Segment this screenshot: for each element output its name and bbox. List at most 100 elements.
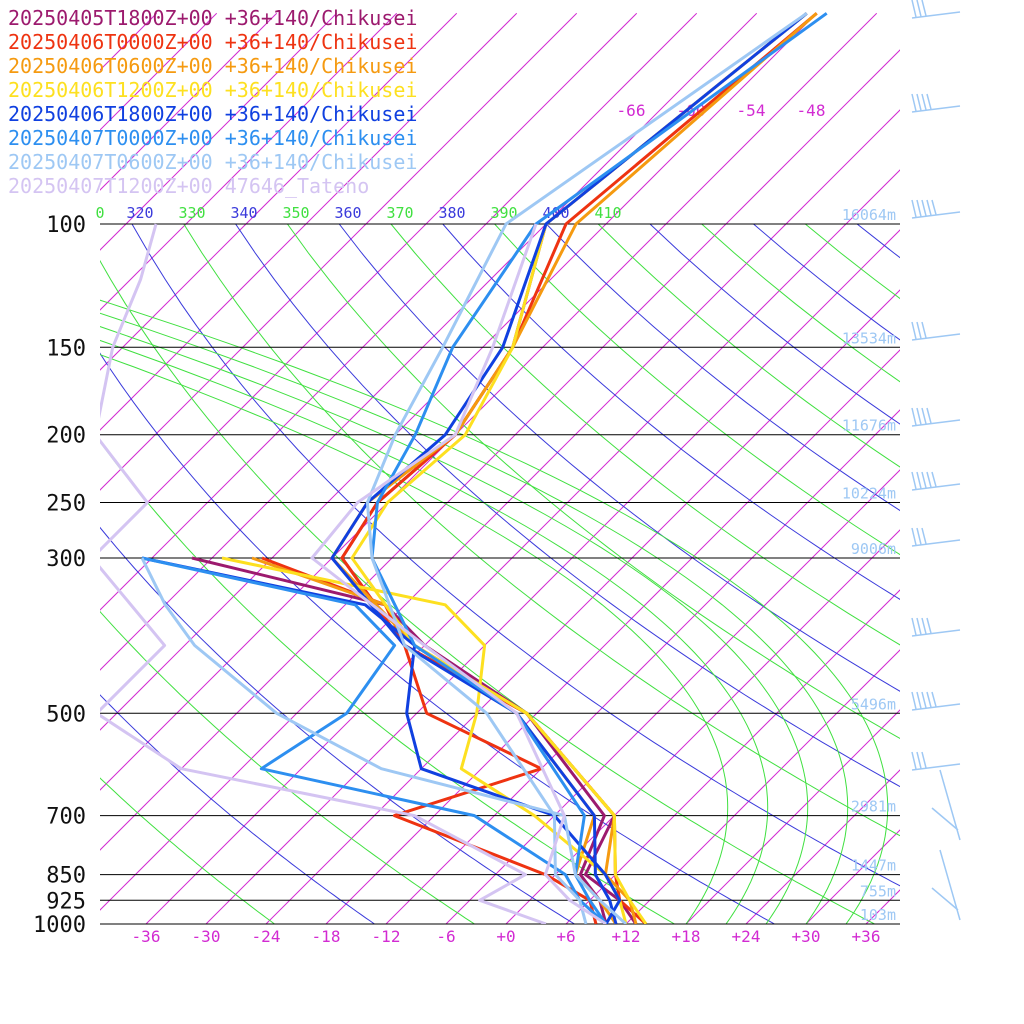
wind-barb-flag [921, 471, 927, 488]
wind-barb-flag [911, 617, 917, 636]
temperature-series-line [350, 12, 808, 924]
wind-barb-flag [911, 0, 917, 18]
legend-entry: 20250407T0600Z+00 +36+140/Chikusei [8, 150, 418, 174]
isotherm-line [100, 49, 900, 851]
series-group [100, 12, 828, 924]
wind-barb-flag [911, 751, 917, 770]
isotherm-line [685, 709, 900, 924]
legend-entry: 20250406T1200Z+00 +36+140/Chikusei [8, 78, 418, 102]
wind-barb-flag [916, 407, 922, 425]
isentrope-label: 350 [282, 204, 309, 222]
wind-barb [911, 407, 961, 427]
isotherm-line [565, 589, 900, 924]
wind-barb-flag [916, 471, 922, 489]
temperature-tick-label: +30 [792, 927, 821, 946]
isotherm-line [100, 12, 758, 671]
dewpoint-series-line [100, 223, 547, 924]
legend-entry: 20250406T1800Z+00 +36+140/Chikusei [8, 102, 418, 126]
pressure-tick-label: 250 [46, 492, 86, 517]
isotherm-line [100, 12, 338, 251]
height-label: 103m [860, 906, 896, 924]
pressure-tick-label: 1000 [33, 913, 86, 938]
wind-barb-flag [926, 93, 932, 110]
isentrope-label: 390 [490, 204, 517, 222]
isotherm-line [100, 12, 458, 371]
series-lines [100, 12, 828, 924]
wind-barb-flag [931, 199, 937, 215]
wind-barb-flag [931, 691, 937, 707]
wind-barb [911, 617, 961, 637]
wind-barb-flag [926, 471, 932, 488]
wind-barb-flag [926, 407, 932, 424]
isentrope-label: 380 [438, 204, 465, 222]
height-label: 1447m [851, 857, 896, 875]
isotherm-line [145, 169, 900, 924]
adiabat-line [546, 224, 900, 512]
isentrope-label: 410 [594, 204, 621, 222]
wind-barb [911, 751, 961, 771]
height-label: 11676m [842, 417, 896, 435]
adiabat-line [442, 224, 900, 600]
temperature-tick-label: +6 [556, 927, 575, 946]
wind-barb [931, 849, 961, 921]
wind-barb-flag [931, 807, 959, 831]
isotherm-line [445, 469, 900, 924]
legend: 20250405T1800Z+00 +36+140/Chikusei 202504… [8, 6, 417, 198]
isotherm-top-label: -66 [617, 101, 646, 120]
isotherm-line [100, 12, 638, 551]
wind-barb-flag [916, 751, 922, 769]
wind-barb [911, 321, 961, 341]
wind-barb-staff [911, 539, 961, 547]
isotherm-line [325, 349, 900, 924]
adiabat-line [100, 777, 275, 924]
wind-barb-flag [916, 527, 922, 545]
wind-barb-staff [911, 333, 961, 341]
wind-barb-flag [921, 0, 927, 16]
height-label: 13534m [842, 329, 896, 347]
temperature-tick-label: -36 [132, 927, 161, 946]
pressure-tick-label: 150 [46, 336, 86, 361]
pressure-tick-label: 850 [46, 864, 86, 889]
wind-barb-staff [911, 11, 961, 19]
wind-barb-flag [931, 887, 959, 911]
temperature-tick-label: +12 [612, 927, 641, 946]
wind-barb-flag [931, 471, 937, 487]
wind-barb-flag [921, 407, 927, 424]
temperature-tick-label: -18 [312, 927, 341, 946]
isotherm-line [100, 12, 818, 731]
wind-barb-flag [916, 321, 922, 339]
wind-barb-flag [921, 527, 927, 544]
legend-entry: 20250407T0000Z+00 +36+140/Chikusei [8, 126, 418, 150]
wind-barb [931, 769, 961, 841]
wind-barb [911, 93, 961, 113]
wind-barb-flag [911, 321, 917, 340]
adiabat-line [649, 224, 900, 425]
wind-barb [911, 0, 961, 19]
adiabat-line [100, 526, 575, 924]
wind-barb-flag [916, 691, 922, 709]
wind-barb-flag [911, 199, 917, 218]
height-label: 16064m [842, 206, 896, 224]
temperature-tick-label: +36 [852, 927, 881, 946]
wind-barb-staff [911, 763, 961, 771]
isentrope-label: 360 [334, 204, 361, 222]
isotherm-top-label: -54 [737, 101, 766, 120]
wind-barb-flag [916, 0, 922, 17]
wind-barb-flag [916, 617, 922, 635]
wind-barb-flag [921, 199, 927, 216]
wind-barb [911, 527, 961, 547]
height-label: 5496m [851, 695, 896, 713]
wind-barb-flag [926, 691, 932, 708]
wind-barb-flag [911, 527, 917, 546]
wind-barb-flag [911, 93, 917, 112]
temperature-tick-label: +0 [496, 927, 515, 946]
adiabat-line [804, 224, 900, 300]
isotherm-line [986, 13, 1024, 924]
isotherm-line [926, 13, 1024, 924]
pressure-tick-label: 300 [46, 547, 86, 572]
temperature-tick-label: -24 [252, 927, 281, 946]
wind-barb-staff [911, 483, 961, 491]
dewpoint-series-line [141, 556, 608, 924]
wind-barb-flag [926, 617, 932, 634]
